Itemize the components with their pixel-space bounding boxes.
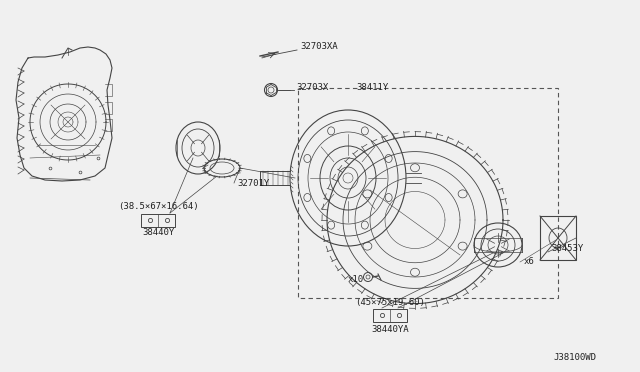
Bar [141,214,175,227]
Bar [298,88,558,298]
Text: (45×75×19.60): (45×75×19.60) [355,298,425,307]
Text: 38440YA: 38440YA [371,325,409,334]
Text: 32703XA: 32703XA [300,42,338,51]
Text: 32703X: 32703X [296,83,328,92]
Text: 38411Y: 38411Y [356,83,388,92]
Text: 38453Y: 38453Y [551,244,583,253]
Bar [540,216,576,260]
Text: (38.5×67×16.64): (38.5×67×16.64) [118,202,198,211]
Text: 32701Y: 32701Y [237,179,269,187]
Text: x10: x10 [348,275,364,283]
Text: x6: x6 [524,257,535,266]
Text: 38440Y: 38440Y [142,228,174,237]
Text: J38100WD: J38100WD [553,353,596,362]
Bar [373,308,407,321]
